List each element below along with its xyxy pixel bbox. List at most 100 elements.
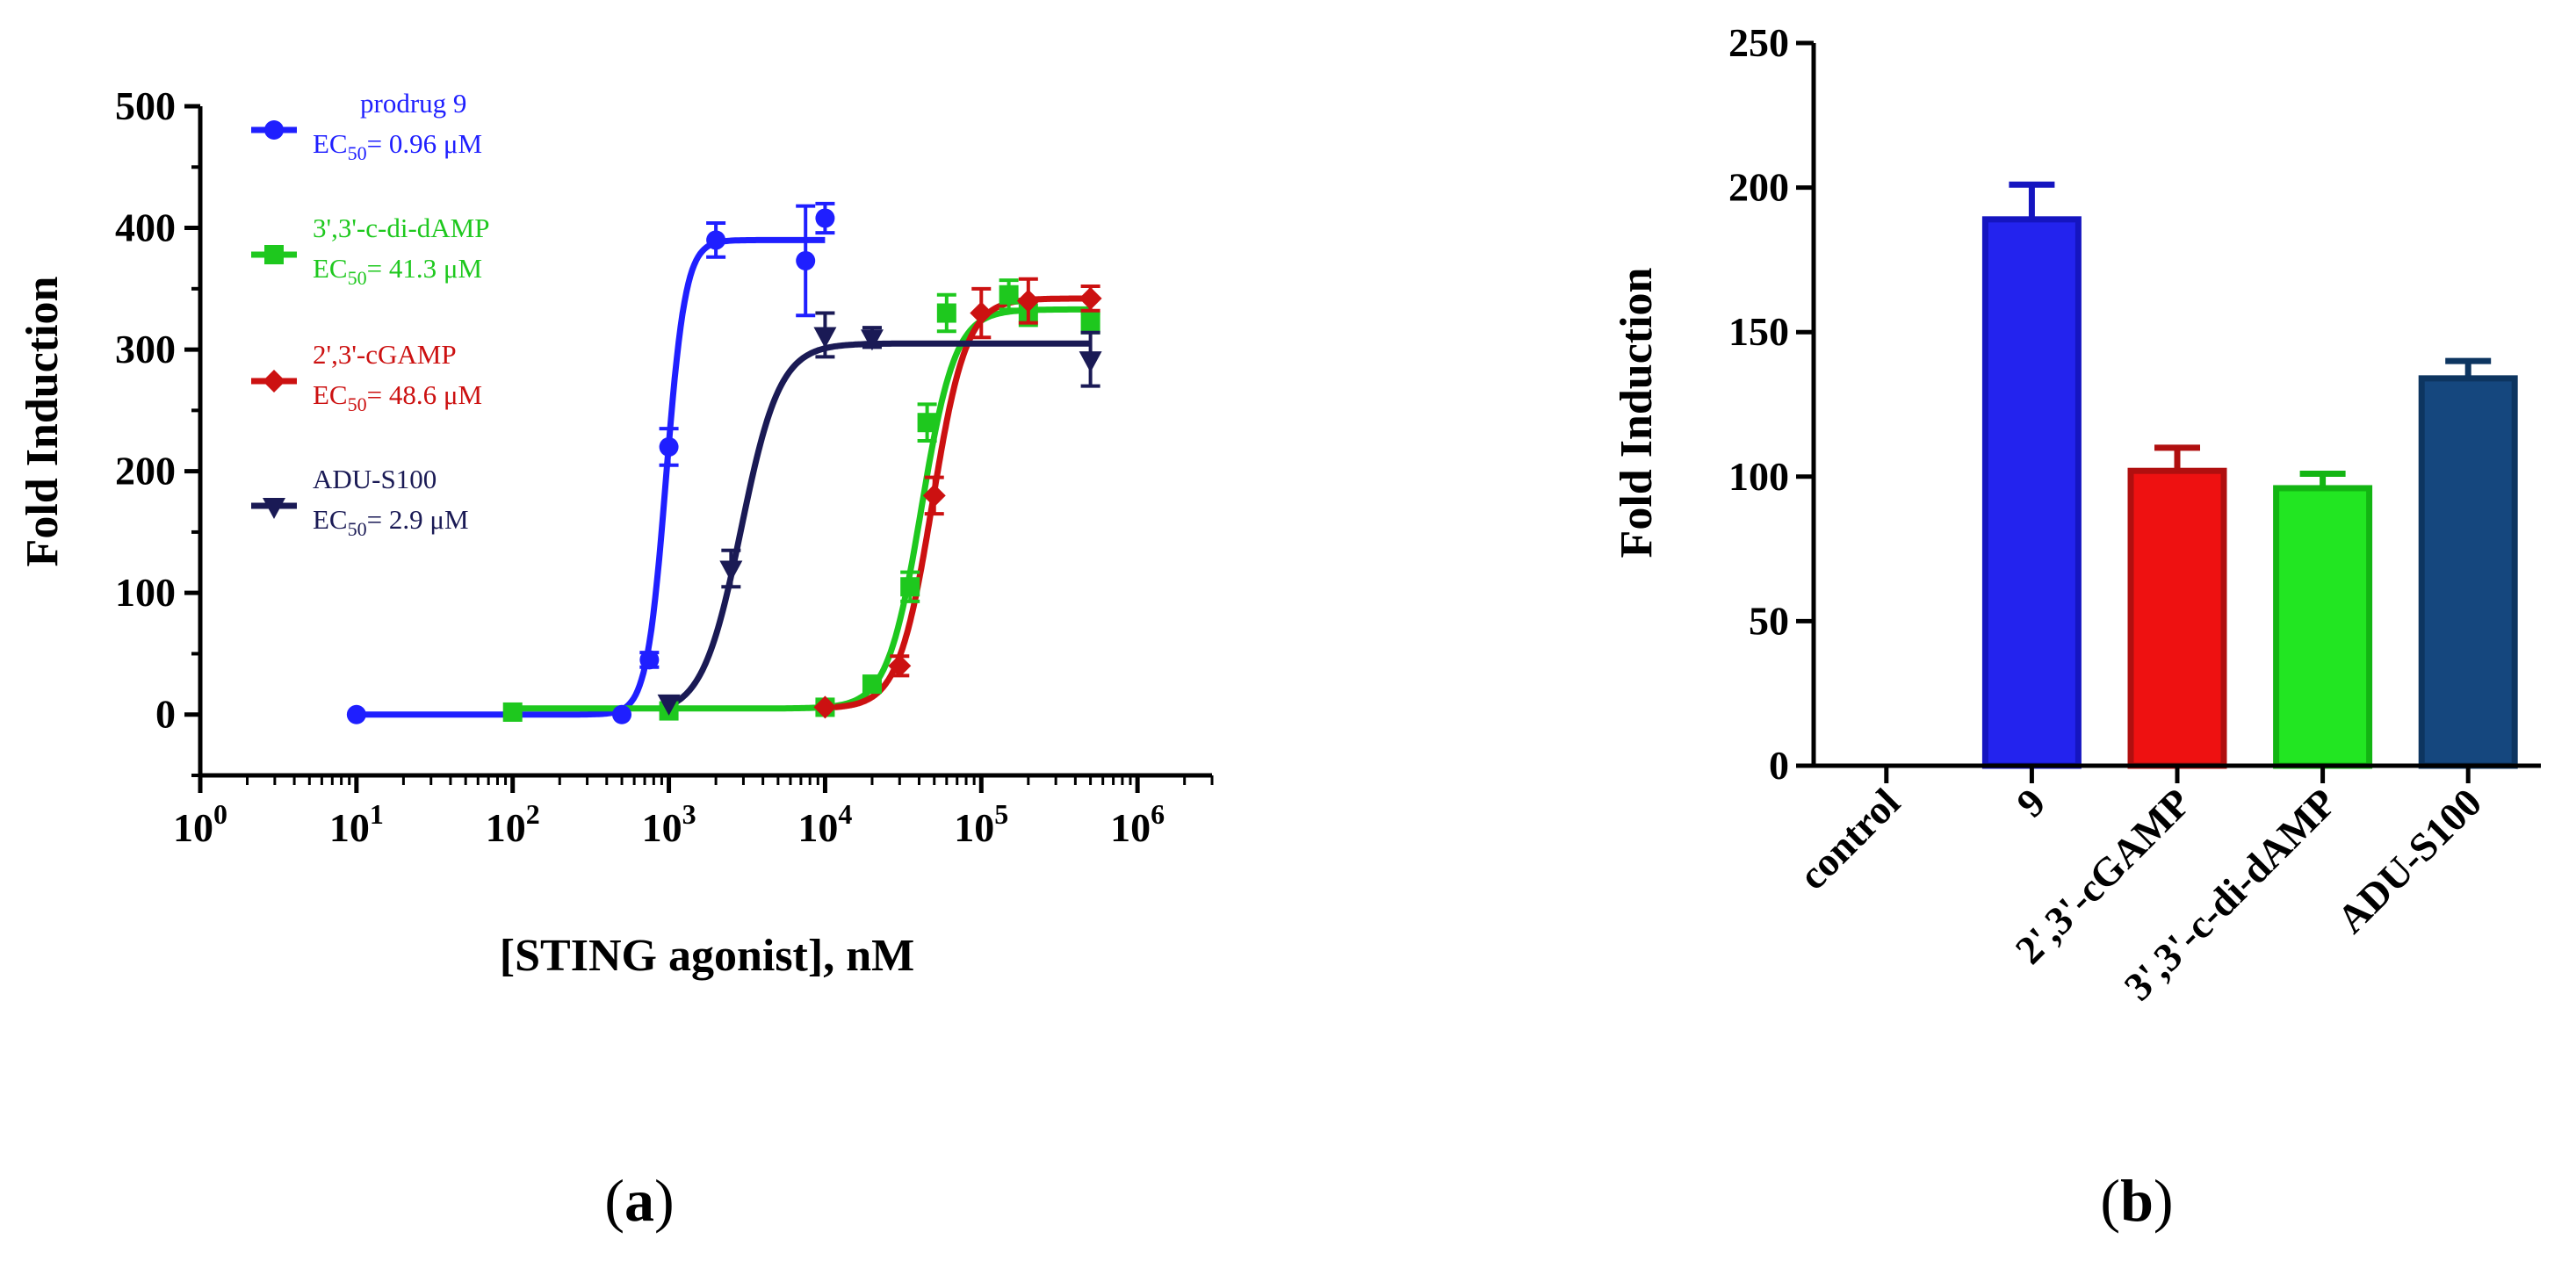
panel-a-letter: a — [624, 1167, 654, 1234]
data-point-adu-s100 — [719, 560, 743, 582]
panel-a-y-tick-label: 500 — [115, 83, 176, 128]
data-point-prodrug-9 — [706, 230, 726, 250]
fold-induction-bar-chart: control 92',3'-cGAMP3',3'-c-di-dAMPADU-S1… — [1612, 20, 2541, 1234]
ec50-value: = 48.6 μM — [367, 379, 482, 410]
data-point-prodrug-9 — [796, 250, 816, 270]
data-point-prodrug-9 — [815, 208, 835, 228]
category-label-control: control — [1790, 780, 1909, 898]
data-point-adu-s100 — [813, 327, 837, 349]
panel-b-ticks: control 92',3'-cGAMP3',3'-c-di-dAMPADU-S1… — [1728, 20, 2490, 1009]
panel-a-curves — [355, 236, 1093, 718]
data-point-adu-s100 — [1079, 351, 1102, 373]
x-tick-exponent: 6 — [1151, 798, 1165, 830]
x-tick-base: 10 — [173, 805, 213, 850]
bar-3-3-c-di-damp — [2273, 485, 2373, 769]
legend-entry-3-3-c-di-damp: 3',3'-c-di-dAMP EC50= 41.3 μM — [251, 213, 489, 289]
fit-curve-2-3-cgamp — [823, 295, 1093, 711]
data-point-2-3-cgamp — [888, 654, 912, 678]
ec50-subscript: 50 — [348, 393, 367, 415]
data-point-3-3-c-di-damp — [502, 702, 523, 722]
legend-ec50: EC50= 0.96 μM — [313, 128, 482, 164]
legend-name: prodrug 9 — [360, 88, 466, 119]
data-point-prodrug-9 — [659, 436, 679, 457]
legend-ec50: EC50= 41.3 μM — [313, 253, 482, 289]
x-tick-exponent: 0 — [213, 798, 227, 830]
data-point-3-3-c-di-damp — [936, 303, 956, 323]
ec50-subscript: 50 — [348, 142, 367, 164]
legend-name: 2',3'-cGAMP — [313, 339, 457, 370]
data-point-prodrug-9 — [346, 704, 366, 724]
panel-a-x-tick-label: 104 — [797, 798, 852, 850]
data-point-3-3-c-di-damp — [862, 674, 882, 695]
legend-marker — [264, 120, 284, 140]
data-point-3-3-c-di-damp — [999, 285, 1019, 305]
panel-b-y-tick-label: 0 — [1769, 743, 1789, 788]
panel-a-y-tick-label: 0 — [155, 692, 176, 737]
ec50-prefix: EC — [313, 379, 348, 410]
ec50-value: = 41.3 μM — [367, 253, 482, 284]
panel-a-y-axis-title: Fold Induction — [18, 276, 68, 566]
legend-entry-adu-s100: ADU-S100 EC50= 2.9 μM — [251, 464, 469, 540]
x-tick-base: 10 — [1110, 805, 1151, 850]
panel-a-x-tick-label: 103 — [642, 798, 696, 850]
legend-ec50: EC50= 2.9 μM — [313, 504, 469, 540]
data-point-3-3-c-di-damp — [1080, 313, 1100, 333]
x-tick-base: 10 — [954, 805, 994, 850]
fit-curve-prodrug-9 — [355, 236, 826, 718]
bar-2-3-cgamp — [2127, 467, 2227, 769]
legend-marker — [264, 245, 284, 264]
category-label-9: 9 — [2008, 780, 2053, 825]
legend-name: ADU-S100 — [313, 464, 437, 494]
panel-a-y-tick-label: 200 — [115, 449, 176, 494]
ec50-prefix: EC — [313, 253, 348, 284]
panel-b-y-tick-label: 150 — [1728, 309, 1789, 354]
panel-a-x-axis-title: [STING agonist], nM — [500, 931, 914, 981]
data-point-2-3-cgamp — [1079, 286, 1102, 310]
panel-b-y-axis-title: Fold Induction — [1612, 267, 1662, 558]
panel-a-label: (a) — [604, 1167, 674, 1234]
data-point-adu-s100 — [860, 329, 884, 351]
ec50-value: = 2.9 μM — [367, 504, 469, 535]
x-tick-base: 10 — [329, 805, 370, 850]
fit-curve-3-3-c-di-damp — [512, 306, 1092, 712]
legend-name: 3',3'-c-di-dAMP — [313, 213, 489, 243]
data-point-3-3-c-di-damp — [900, 577, 920, 597]
ec50-subscript: 50 — [348, 518, 367, 540]
x-tick-exponent: 1 — [370, 798, 384, 830]
x-tick-exponent: 3 — [682, 798, 696, 830]
ec50-value: = 0.96 μM — [367, 128, 482, 159]
panel-a-points — [346, 201, 1102, 724]
ec50-subscript: 50 — [348, 267, 367, 289]
ec50-prefix: EC — [313, 504, 348, 535]
ec50-prefix: EC — [313, 128, 348, 159]
legend-entry-prodrug-9: prodrug 9 EC50= 0.96 μM — [251, 88, 482, 164]
bar-adu-s100 — [2418, 375, 2518, 769]
panel-b-letter: b — [2120, 1167, 2154, 1234]
panel-a-x-tick-label: 106 — [1110, 798, 1165, 850]
panel-b-y-tick-label: 100 — [1728, 454, 1789, 499]
panel-b-bars — [1981, 181, 2518, 769]
panel-a-axes — [198, 106, 1212, 778]
x-tick-exponent: 5 — [994, 798, 1008, 830]
data-point-adu-s100 — [657, 694, 681, 716]
legend-marker — [263, 498, 285, 519]
legend-marker — [263, 370, 285, 393]
panel-a-x-tick-label: 102 — [486, 798, 540, 850]
data-point-3-3-c-di-damp — [917, 413, 937, 433]
data-point-2-3-cgamp — [813, 695, 837, 719]
category-label-adu-s100: ADU-S100 — [2328, 780, 2490, 941]
panel-b-y-tick-label: 200 — [1728, 165, 1789, 210]
panel-b-y-tick-label: 50 — [1749, 598, 1789, 643]
panel-a-x-tick-label: 100 — [173, 798, 227, 850]
x-tick-base: 10 — [642, 805, 682, 850]
bar-9 — [1981, 216, 2082, 769]
legend-ec50: EC50= 48.6 μM — [313, 379, 482, 415]
data-point-prodrug-9 — [612, 704, 632, 724]
data-point-2-3-cgamp — [1016, 289, 1040, 313]
x-tick-exponent: 4 — [838, 798, 852, 830]
panel-a-y-tick-label: 400 — [115, 205, 176, 250]
